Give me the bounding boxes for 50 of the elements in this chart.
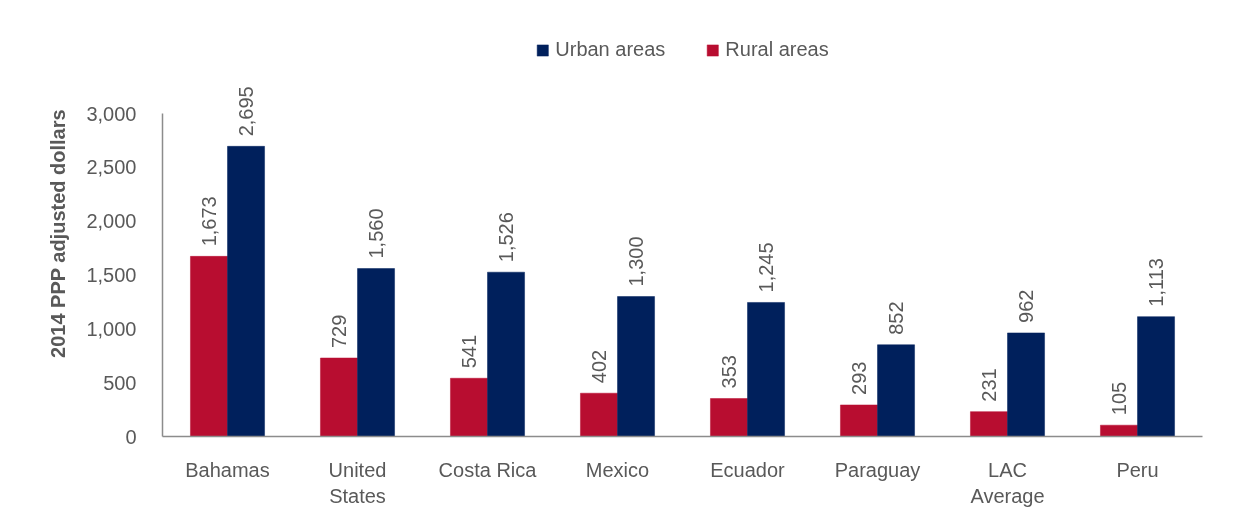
data-label: 962 — [1015, 289, 1038, 323]
bar — [747, 302, 785, 437]
bar — [487, 271, 525, 437]
x-tick-label: Paraguay — [834, 458, 921, 481]
bar — [1100, 424, 1138, 437]
bar — [617, 296, 655, 437]
data-label: 231 — [977, 368, 1000, 402]
x-tick-label: Peru — [1116, 458, 1159, 481]
bar — [877, 344, 915, 437]
data-label: 1,560 — [365, 208, 388, 259]
y-tick-label: 0 — [125, 425, 137, 448]
data-label: 852 — [885, 301, 908, 335]
x-tick-label: Ecuador — [710, 458, 786, 481]
y-axis-title: 2014 PPP adjusted dollars — [47, 109, 70, 358]
y-tick-label: 1,000 — [86, 317, 137, 340]
data-label: 2,695 — [235, 86, 258, 137]
data-label: 353 — [717, 355, 740, 389]
bar — [357, 268, 395, 437]
bar — [1007, 332, 1045, 437]
data-label: 729 — [327, 314, 350, 349]
bar — [190, 256, 228, 437]
y-tick-label: 2,000 — [86, 210, 137, 233]
data-label: 1,300 — [625, 236, 648, 287]
data-label: 105 — [1107, 381, 1130, 416]
bar — [840, 404, 878, 437]
data-label: 541 — [457, 334, 480, 369]
bar — [710, 398, 748, 437]
data-label: 1,113 — [1145, 258, 1168, 307]
data-label: 1,245 — [755, 242, 778, 293]
bar — [320, 357, 358, 437]
legend-label: Rural areas — [725, 38, 829, 61]
bar — [1137, 316, 1175, 437]
bar — [450, 378, 488, 437]
data-label: 1,673 — [197, 196, 220, 247]
y-tick-label: 2,500 — [86, 156, 137, 179]
data-label: 293 — [847, 361, 870, 395]
data-label: 1,526 — [495, 212, 518, 263]
data-label: 402 — [587, 349, 610, 384]
x-tick-label: LAC Average — [970, 458, 1045, 507]
bar — [580, 392, 618, 437]
bar — [227, 146, 265, 437]
x-tick-label: Bahamas — [185, 458, 270, 481]
x-tick-label: Costa Rica — [438, 458, 538, 481]
bar — [970, 411, 1008, 437]
x-tick-label: United States — [328, 458, 387, 507]
y-tick-label: 1,500 — [86, 264, 137, 286]
legend-label: Urban areas — [555, 38, 666, 61]
x-tick-label: Mexico — [585, 458, 650, 481]
y-tick-label: 3,000 — [86, 102, 137, 125]
y-tick-label: 500 — [103, 371, 137, 394]
